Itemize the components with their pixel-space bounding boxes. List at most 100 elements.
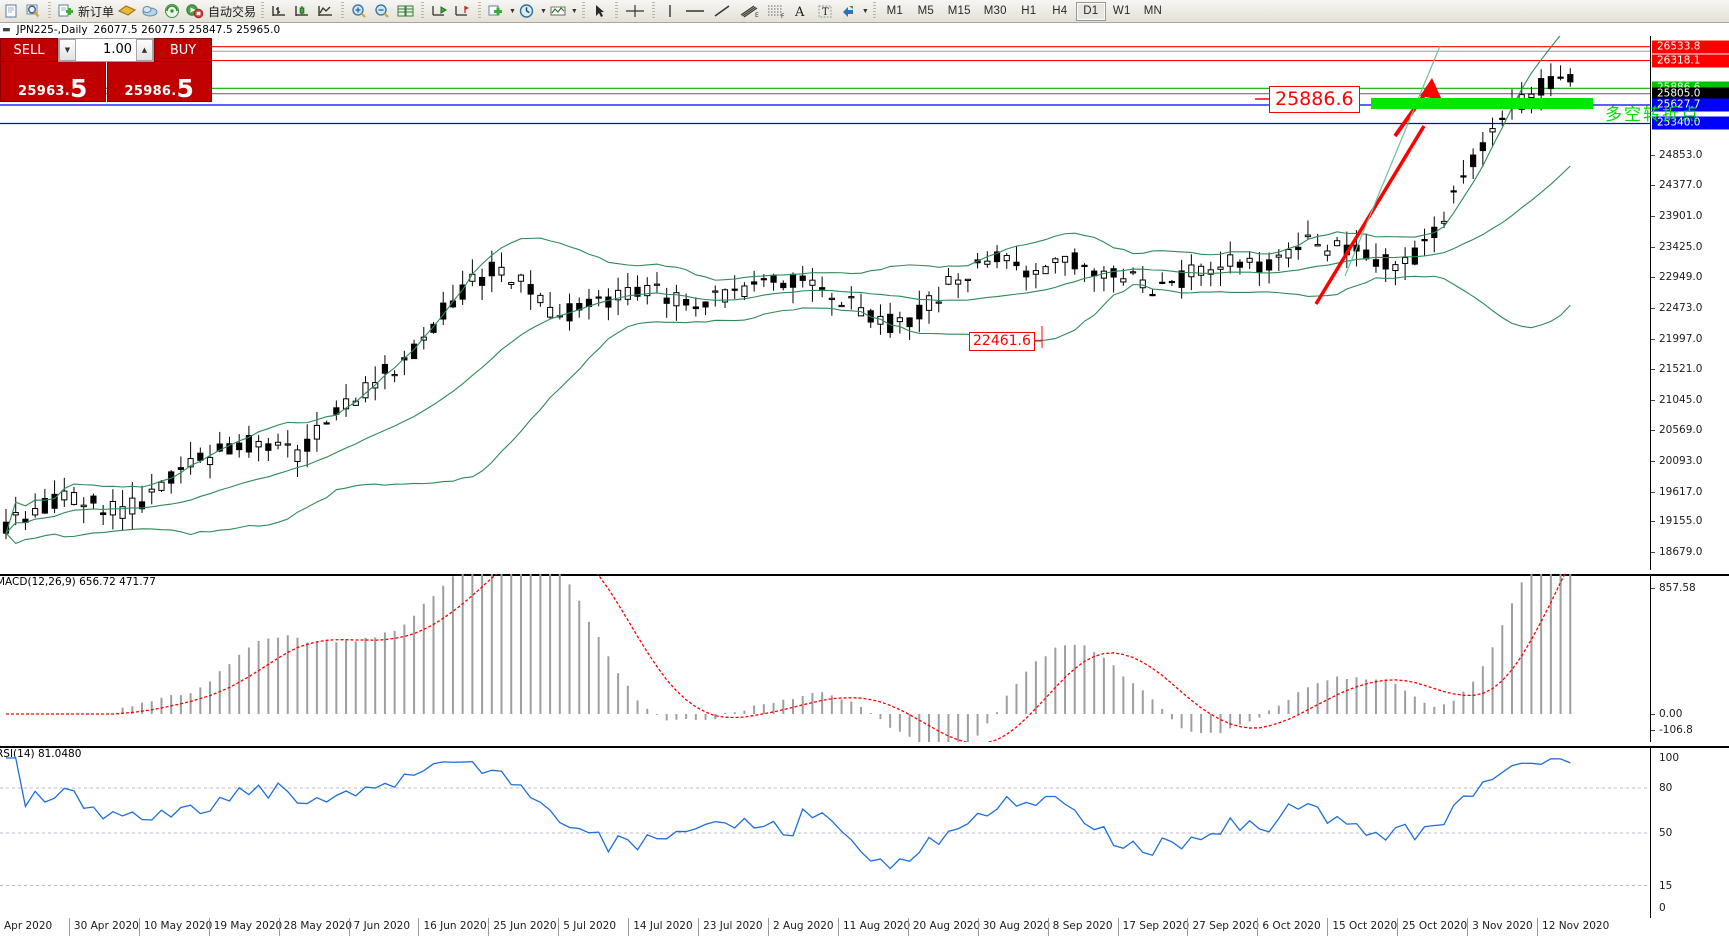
equidistant-channel-icon[interactable]: E (735, 0, 763, 22)
timeframe-d1[interactable]: D1 (1075, 1, 1106, 21)
date-separator (138, 918, 140, 936)
date-separator (278, 918, 280, 936)
period-icon[interactable] (516, 0, 539, 22)
text-label-icon[interactable]: T (813, 0, 837, 22)
price-axis[interactable]: 26533.826318.125886.625805.025627.725340… (1650, 36, 1729, 570)
price-level-badge[interactable]: 25805.0 (1652, 87, 1729, 101)
date-separator (768, 918, 770, 936)
timeframe-m30[interactable]: M30 (983, 5, 1007, 17)
date-tick-label: 28 May 2020 (283, 920, 353, 932)
new-chart-icon[interactable] (0, 0, 22, 22)
timeframe-m5[interactable]: M5 (917, 5, 934, 17)
auto-scroll-icon[interactable] (428, 0, 451, 22)
rsi-pane[interactable]: RSI(14) 81.0480 100 80 50 15 0 (0, 746, 1729, 918)
date-separator (348, 918, 350, 936)
indicators-dropdown-caret[interactable]: ▼ (509, 7, 516, 15)
svg-text:T: T (822, 7, 829, 18)
data-window-icon[interactable] (139, 0, 161, 22)
date-tick-label: 15 Oct 2020 (1332, 920, 1398, 932)
date-axis[interactable]: Apr 2020 30 Apr 2020 10 May 2020 19 May 202… (0, 918, 1729, 936)
one-click-trading-panel[interactable]: SELL ▼ 1.00 ▲ BUY 25963. 5 25986. 5 (0, 38, 212, 102)
timeframe-mn[interactable]: MN (1143, 5, 1163, 17)
date-tick-label: 25 Jun 2020 (493, 920, 557, 932)
timeframe-h4[interactable]: H4 (1052, 5, 1068, 17)
ask-price-frac: 5 (176, 73, 194, 103)
trendline-icon[interactable] (709, 0, 735, 22)
crosshair-icon[interactable] (622, 0, 648, 22)
chart-shift-end-icon[interactable] (451, 0, 474, 22)
text-icon[interactable]: A (789, 0, 813, 22)
rsi-title: RSI(14) 81.0480 (0, 748, 82, 760)
templates-icon[interactable] (547, 0, 570, 22)
horizontal-line-icon[interactable] (681, 0, 709, 22)
toolbar-separator (419, 2, 427, 20)
date-tick-label: 23 Jul 2020 (703, 920, 763, 932)
sell-button[interactable]: SELL (0, 38, 58, 62)
timeframe-m15[interactable]: M15 (947, 5, 971, 17)
vertical-line-icon[interactable] (659, 0, 681, 22)
buy-button[interactable]: BUY (154, 38, 212, 62)
indicators-icon[interactable] (485, 0, 508, 22)
ask-price-dot: . (171, 84, 177, 99)
zoom-out-icon[interactable] (371, 0, 394, 22)
signals-icon[interactable] (161, 0, 183, 22)
period-dropdown-caret[interactable]: ▼ (539, 7, 547, 15)
zoom-in-icon[interactable] (348, 0, 371, 22)
line-chart-icon[interactable] (314, 0, 337, 22)
date-tick-label: 11 Aug 2020 (842, 920, 911, 932)
volume-stepper[interactable]: ▼ 1.00 ▲ (58, 38, 154, 62)
date-separator (208, 918, 210, 936)
date-separator (1397, 918, 1399, 936)
price-tick-label: 24853.0 (1651, 149, 1729, 161)
svg-text:E: E (755, 12, 759, 19)
date-separator (68, 918, 70, 936)
templates-dropdown-caret[interactable]: ▼ (570, 7, 578, 15)
toolbar-separator (46, 2, 53, 20)
timeframe-w1[interactable]: W1 (1112, 5, 1131, 17)
candlestick-chart-icon[interactable] (291, 0, 314, 22)
arrows-dropdown-caret[interactable]: ▼ (861, 7, 869, 15)
new-order-icon[interactable] (55, 0, 77, 22)
toolbar-separator (579, 2, 587, 20)
price-level-badge[interactable]: 25340.0 (1652, 116, 1729, 130)
autotrading-icon[interactable] (183, 0, 207, 22)
timeframe-m1[interactable]: M1 (886, 5, 903, 17)
date-tick-label: 3 Nov 2020 (1472, 920, 1533, 932)
date-separator (628, 918, 630, 936)
volume-decrease-button[interactable]: ▼ (59, 39, 76, 61)
cursor-icon[interactable] (589, 0, 611, 22)
macd-canvas (6, 574, 1572, 742)
volume-value[interactable]: 1.00 (103, 42, 132, 57)
date-separator (837, 918, 839, 936)
bid-price[interactable]: 25963. 5 (0, 62, 106, 102)
date-tick-label: 10 May 2020 (143, 920, 213, 932)
oct-header-row: SELL ▼ 1.00 ▲ BUY (0, 38, 212, 62)
chart-shift-icon[interactable] (394, 0, 417, 22)
arrows-icon[interactable] (837, 0, 861, 22)
date-tick-label: 25 Oct 2020 (1402, 920, 1468, 932)
new-order-label[interactable]: 新订单 (78, 4, 115, 19)
macd-axis[interactable]: 857.58 0.00 -106.8 (1650, 574, 1729, 742)
ask-price[interactable]: 25986. 5 (106, 62, 212, 103)
price-tick-label: 21045.0 (1651, 394, 1729, 406)
fibonacci-retracement-icon[interactable]: F (763, 0, 789, 22)
search-icon[interactable] (22, 0, 44, 22)
chart-minimize-icon[interactable]: ▬ (2, 24, 11, 35)
price-tick-label: 23425.0 (1651, 241, 1729, 253)
expert-advisors-icon[interactable] (115, 0, 139, 22)
volume-increase-button[interactable]: ▲ (136, 39, 153, 61)
symbol-name: JPN225-,Daily (16, 23, 88, 36)
bar-chart-icon[interactable] (268, 0, 291, 22)
rsi-axis[interactable]: 100 80 50 15 0 (1650, 746, 1729, 918)
price-level-badge[interactable]: 25627.7 (1652, 98, 1729, 112)
price-level-badge[interactable]: 26533.8 (1652, 40, 1729, 54)
macd-tick-label: -106.8 (1651, 724, 1729, 736)
price-level-badge[interactable]: 26318.1 (1652, 54, 1729, 68)
timeframe-h1[interactable]: H1 (1021, 5, 1037, 17)
price-chart-canvas (0, 36, 1650, 545)
macd-pane[interactable]: MACD(12,26,9) 656.72 471.77 857.58 0.00 -1… (0, 574, 1729, 742)
autotrading-label[interactable]: 自动交易 (208, 4, 257, 19)
bid-price-frac: 5 (70, 73, 88, 103)
